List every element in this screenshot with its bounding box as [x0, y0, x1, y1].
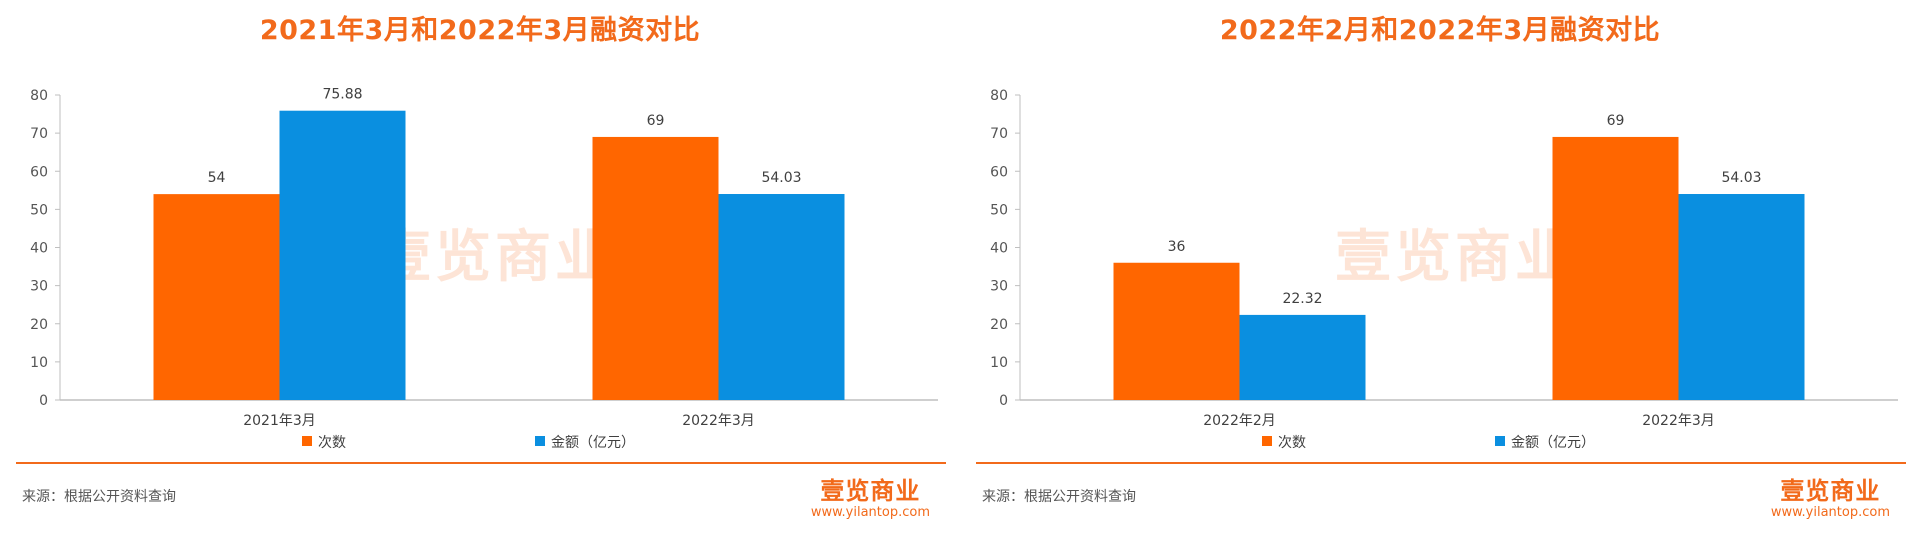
y-tick-label: 20 — [990, 317, 1008, 333]
chart-title: 2022年2月和2022年3月融资对比 — [1219, 15, 1661, 46]
data-label: 69 — [647, 113, 665, 129]
legend-swatch — [1495, 436, 1505, 446]
y-tick-label: 70 — [30, 126, 48, 142]
brand-name: 壹览商业 — [820, 477, 921, 505]
brand-watermark: 壹览商业 — [1335, 225, 1575, 290]
y-tick-label: 80 — [990, 88, 1008, 104]
y-tick-label: 10 — [30, 355, 48, 371]
y-tick-label: 50 — [990, 202, 1008, 218]
legend-swatch — [535, 436, 545, 446]
data-label: 54.03 — [1721, 170, 1761, 186]
y-tick-label: 30 — [30, 279, 48, 295]
x-tick-label: 2022年3月 — [682, 413, 755, 429]
y-tick-label: 40 — [30, 241, 48, 257]
brand-logo: 壹览商业 www.yilantop.com — [1771, 478, 1890, 522]
y-tick-label: 60 — [30, 164, 48, 180]
bar — [592, 136, 719, 400]
data-label: 54 — [208, 170, 226, 186]
bar — [279, 110, 406, 401]
y-tick-label: 70 — [990, 126, 1008, 142]
legend-label: 次数 — [1278, 435, 1306, 451]
divider — [16, 462, 946, 464]
bar — [153, 194, 280, 400]
y-tick-label: 40 — [990, 241, 1008, 257]
data-label: 22.32 — [1282, 291, 1322, 307]
divider — [976, 462, 1906, 464]
y-tick-label: 50 — [30, 202, 48, 218]
bar — [1239, 314, 1366, 400]
brand-watermark: 壹览商业 — [375, 225, 615, 290]
y-tick-label: 20 — [30, 317, 48, 333]
legend-swatch — [1262, 436, 1272, 446]
bar — [1113, 262, 1240, 400]
x-tick-label: 2022年3月 — [1642, 413, 1715, 429]
legend-label: 金额（亿元） — [551, 435, 635, 451]
data-label: 69 — [1607, 113, 1625, 129]
brand-logo: 壹览商业 www.yilantop.com — [811, 478, 930, 522]
brand-name: 壹览商业 — [1780, 477, 1881, 505]
legend-swatch — [302, 436, 312, 446]
x-tick-label: 2021年3月 — [243, 413, 316, 429]
bar — [718, 194, 845, 400]
data-label: 36 — [1168, 239, 1186, 255]
legend-label: 次数 — [318, 435, 346, 451]
bar-chart: 0 10 20 30 40 50 60 70 80 36 22.32 2022年2月 69 54.03 20… — [990, 88, 1898, 451]
bar-chart: 0 10 20 30 40 50 60 70 80 54 75.88 2021年3月 69 54.03 20… — [30, 87, 938, 451]
bar — [1678, 194, 1805, 400]
y-tick-label: 0 — [39, 393, 48, 409]
data-label: 75.88 — [322, 87, 362, 103]
source-note: 来源：根据公开资料查询 — [22, 489, 176, 505]
y-tick-label: 60 — [990, 164, 1008, 180]
data-label: 54.03 — [761, 170, 801, 186]
y-tick-label: 80 — [30, 88, 48, 104]
source-note: 来源：根据公开资料查询 — [982, 489, 1136, 505]
chart-title: 2021年3月和2022年3月融资对比 — [259, 15, 701, 46]
chart-panel-2: 2022年2月和2022年3月融资对比 壹览商业 0 10 20 30 40 50 60 70… — [960, 0, 1920, 544]
brand-url: www.yilantop.com — [1770, 505, 1890, 520]
chart-panel-1: 2021年3月和2022年3月融资对比 壹览商业 0 10 20 30 40 50 60 70… — [16, 15, 946, 522]
legend-label: 金额（亿元） — [1511, 435, 1595, 451]
brand-url: www.yilantop.com — [810, 505, 930, 520]
y-tick-label: 10 — [990, 355, 1008, 371]
x-tick-label: 2022年2月 — [1203, 413, 1276, 429]
bar — [1552, 136, 1679, 400]
y-tick-label: 30 — [990, 279, 1008, 295]
y-tick-label: 0 — [999, 393, 1008, 409]
